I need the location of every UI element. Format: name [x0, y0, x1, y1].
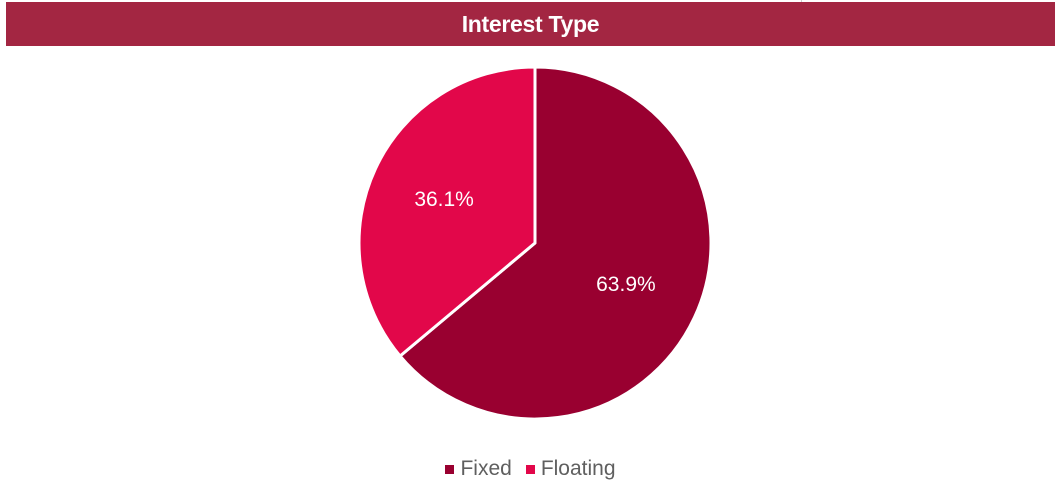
legend-item-floating[interactable]: Floating [526, 457, 616, 481]
legend-swatch-fixed [445, 465, 454, 474]
legend-swatch-floating [526, 465, 535, 474]
pie-label-floating: 36.1% [414, 188, 474, 211]
legend-item-fixed[interactable]: Fixed [445, 457, 511, 481]
chart-legend: Fixed Floating [0, 457, 1061, 481]
pie-chart: 63.9% 36.1% [0, 0, 1061, 450]
legend-label-floating: Floating [541, 457, 616, 481]
legend-label-fixed: Fixed [460, 457, 511, 481]
pie-label-fixed: 63.9% [596, 273, 656, 296]
